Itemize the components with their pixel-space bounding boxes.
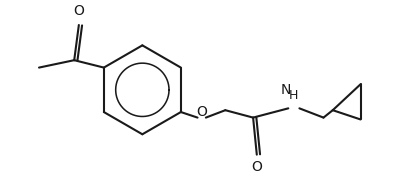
Text: N: N <box>281 83 291 97</box>
Text: H: H <box>289 89 299 102</box>
Text: O: O <box>251 160 262 174</box>
Text: O: O <box>73 4 84 18</box>
Text: O: O <box>196 105 207 119</box>
